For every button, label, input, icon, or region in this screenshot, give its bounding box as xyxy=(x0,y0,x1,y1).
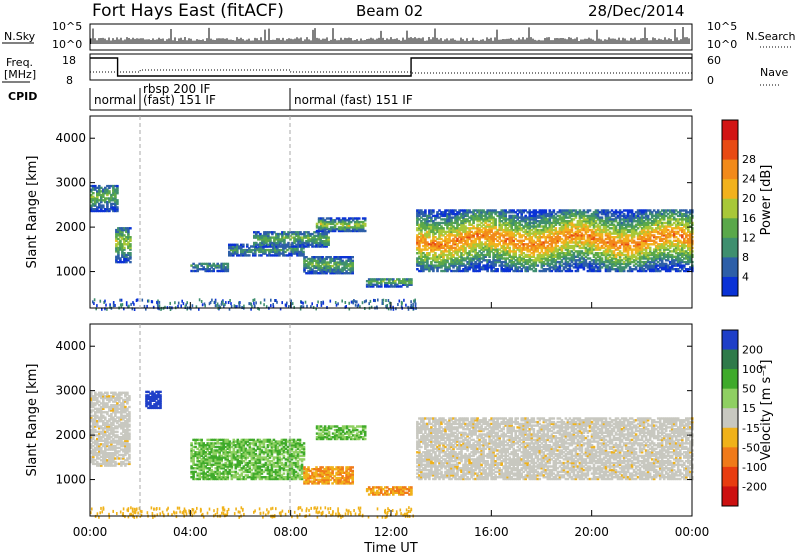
nave-label: Nave xyxy=(760,66,788,79)
data-cell xyxy=(601,257,604,259)
data-cell xyxy=(571,270,574,272)
data-cell xyxy=(123,247,126,249)
freq-tick-high: 18 xyxy=(62,54,76,67)
data-cell xyxy=(302,251,305,253)
nsky-trace xyxy=(91,27,689,44)
nave-tick-high: 60 xyxy=(707,54,721,67)
data-cell xyxy=(553,209,556,211)
cpid-label: CPID xyxy=(8,90,37,103)
data-cell xyxy=(494,218,497,220)
cpid-strip: CPID normal rbsp 200 IF (fast) 151 IF no… xyxy=(8,82,692,110)
date-label: 28/Dec/2014 xyxy=(588,2,684,20)
data-cell xyxy=(589,209,592,211)
data-cell xyxy=(102,204,105,206)
data-cell xyxy=(227,263,230,265)
data-cell xyxy=(129,243,132,245)
data-cell xyxy=(364,230,367,232)
data-cell xyxy=(545,209,548,211)
station-title: Fort Hays East (fitACF) xyxy=(92,1,284,21)
data-cell xyxy=(555,227,558,229)
cpid-segment-normal: normal xyxy=(94,93,136,107)
data-cell xyxy=(631,209,634,211)
data-cell xyxy=(351,256,354,258)
data-cell xyxy=(496,268,499,270)
data-cell xyxy=(287,242,290,244)
data-cell xyxy=(351,260,354,262)
nsky-label: N.Sky xyxy=(4,30,36,43)
nsearch-tick-high: 10^5 xyxy=(707,20,737,33)
cpid-segment-fast: (fast) 151 IF xyxy=(143,93,216,107)
data-cell xyxy=(92,192,95,194)
data-cell xyxy=(535,268,538,270)
data-cell xyxy=(327,236,330,238)
freq-unit: [MHz] xyxy=(4,68,36,81)
nsearch-label: N.Search xyxy=(746,30,796,43)
beam-label: Beam 02 xyxy=(356,2,423,20)
data-cell xyxy=(116,206,119,208)
cpid-segment-normal-fast: normal (fast) 151 IF xyxy=(294,93,413,107)
data-cell xyxy=(116,185,119,187)
nsky-frame xyxy=(90,24,692,50)
nave-trace xyxy=(90,70,692,73)
data-cell xyxy=(434,252,437,254)
power-data xyxy=(90,185,694,311)
data-cell xyxy=(432,209,435,211)
data-cell xyxy=(424,209,427,211)
data-cell xyxy=(246,244,249,246)
data-cell xyxy=(129,236,132,238)
nave-tick-low: 0 xyxy=(707,74,714,87)
data-cell xyxy=(649,247,652,249)
data-cell xyxy=(129,261,132,263)
data-cell xyxy=(248,254,251,256)
nsky-tick-high: 10^5 xyxy=(52,20,82,33)
freq-strip: Freq. [MHz] 18 8 60 0 Nave xyxy=(2,54,788,87)
data-cell xyxy=(508,247,511,249)
data-cell xyxy=(358,217,361,219)
data-cell xyxy=(410,278,413,280)
data-cell xyxy=(601,216,604,218)
data-cell xyxy=(364,223,367,225)
data-cell xyxy=(116,199,119,201)
data-cell xyxy=(242,244,245,246)
data-cell xyxy=(537,264,540,266)
nsearch-tick-low: 10^0 xyxy=(707,38,737,51)
freq-tick-low: 8 xyxy=(66,74,73,87)
nsky-strip: N.Sky 10^5 10^0 10^5 10^0 N.Search xyxy=(2,20,796,51)
data-cell xyxy=(629,245,632,247)
data-cell xyxy=(108,190,111,192)
data-cell xyxy=(364,217,367,219)
data-cell xyxy=(442,227,445,229)
data-cell xyxy=(129,252,132,254)
data-cell xyxy=(129,227,132,229)
nsky-tick-low: 10^0 xyxy=(52,38,82,51)
